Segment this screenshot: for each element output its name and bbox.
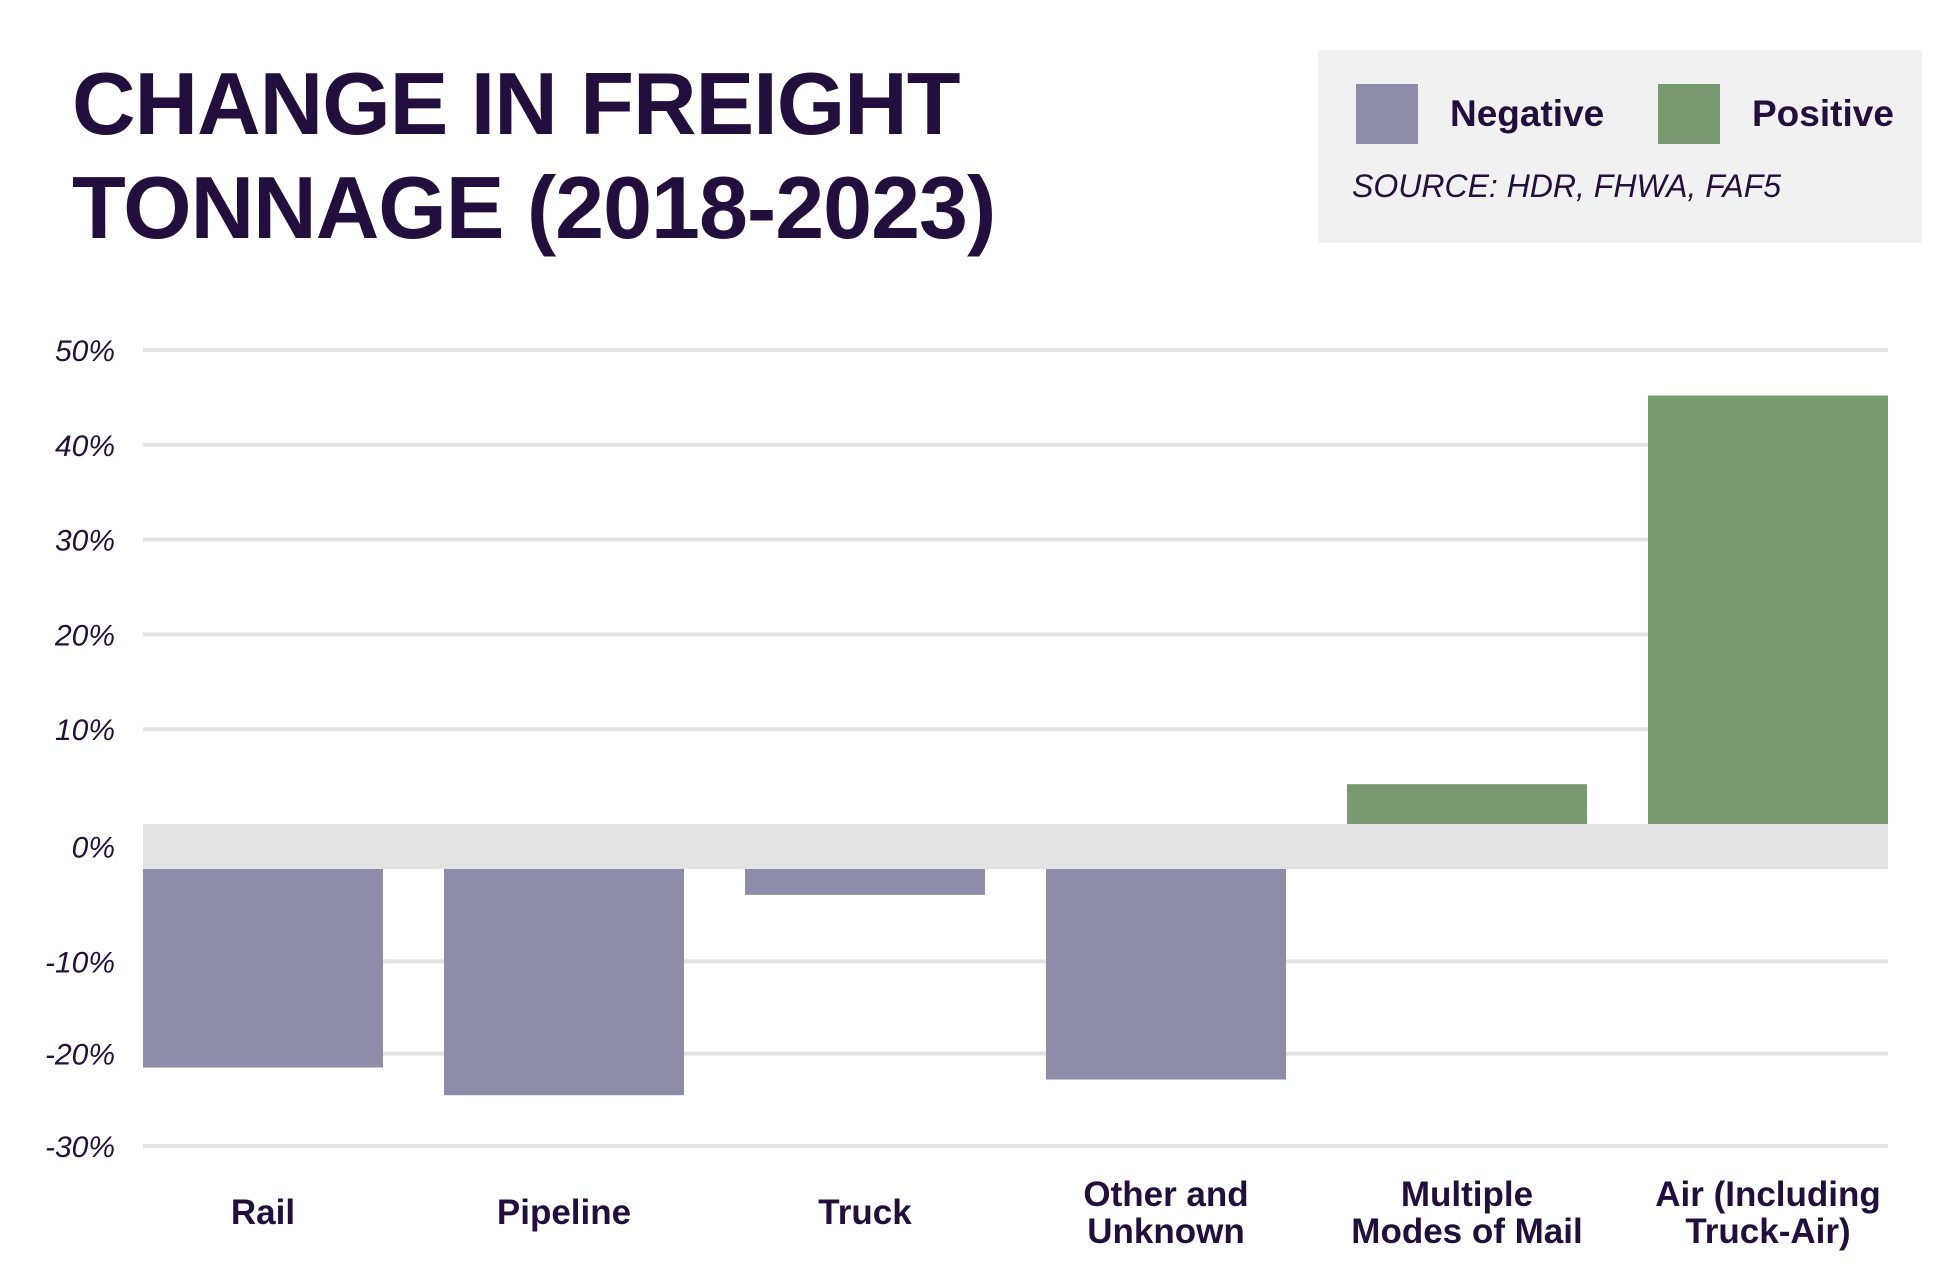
- y-tick-label: 10%: [55, 714, 115, 747]
- x-category-label: Air (Including: [1655, 1175, 1881, 1214]
- bar-6: [1648, 395, 1888, 824]
- legend-item-negative: Negative: [1356, 84, 1604, 144]
- y-tick-label: 0%: [72, 832, 115, 865]
- zero-band: [143, 824, 1888, 869]
- bar-1: [143, 869, 383, 1068]
- x-category-label: Unknown: [1087, 1212, 1244, 1251]
- bar-5: [1347, 784, 1587, 824]
- x-category-label: Rail: [231, 1193, 295, 1232]
- x-category-label: Multiple: [1401, 1175, 1533, 1214]
- x-category-label: Modes of Mail: [1351, 1212, 1582, 1251]
- bar-4: [1046, 869, 1286, 1080]
- y-tick-label: -10%: [45, 946, 115, 979]
- legend-item-positive: Positive: [1658, 84, 1894, 144]
- title-line-2: TONNAGE (2018-2023): [72, 158, 996, 257]
- bar-3: [745, 869, 985, 895]
- y-tick-label: 30%: [55, 525, 115, 558]
- y-tick-label: -20%: [45, 1039, 115, 1072]
- x-category-label: Pipeline: [497, 1193, 631, 1232]
- x-category-label: Truck-Air): [1685, 1212, 1850, 1251]
- bar-2: [444, 869, 684, 1096]
- legend-label-positive: Positive: [1752, 93, 1894, 134]
- y-tick-label: 50%: [55, 335, 115, 368]
- title-line-1: CHANGE IN FREIGHT: [72, 54, 960, 153]
- legend-label-negative: Negative: [1450, 93, 1605, 134]
- x-category-label: Truck: [818, 1193, 912, 1232]
- y-tick-label: 40%: [55, 430, 115, 463]
- y-tick-label: -30%: [45, 1131, 115, 1164]
- y-tick-label: 20%: [54, 619, 115, 652]
- chart-title: CHANGE IN FREIGHT TONNAGE (2018-2023): [72, 52, 996, 260]
- legend-swatch-positive: [1658, 84, 1720, 144]
- legend-swatch-negative: [1356, 84, 1418, 144]
- legend: Negative Positive SOURCE: HDR, FHWA, FAF…: [1318, 50, 1922, 243]
- source-note: SOURCE: HDR, FHWA, FAF5: [1352, 168, 1782, 204]
- x-category-label: Other and: [1083, 1175, 1248, 1214]
